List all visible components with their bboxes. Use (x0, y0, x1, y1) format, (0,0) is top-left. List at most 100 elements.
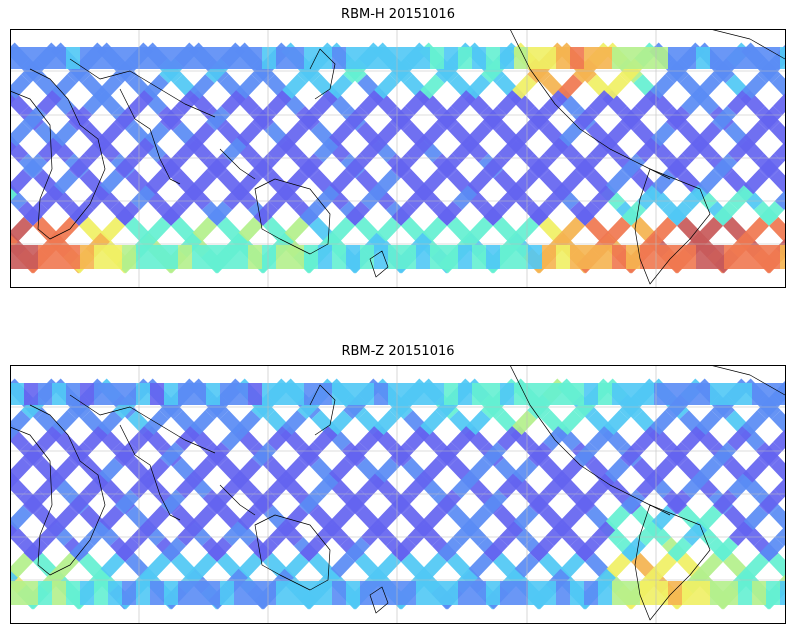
orbit-track-segment (774, 525, 786, 547)
polar-cell (500, 581, 514, 605)
orbit-track-segment (650, 74, 675, 100)
orbit-track-segment (267, 473, 293, 499)
orbit-track-segment (468, 216, 494, 242)
polar-cell (528, 581, 542, 605)
polar-cell (276, 245, 290, 269)
orbit-track-segment (619, 441, 645, 467)
polar-cell (430, 581, 444, 605)
orbit-track-segment (483, 201, 509, 226)
polar-cell (178, 245, 192, 269)
orbit-track-segment (190, 457, 216, 483)
orbit-track-segment (769, 505, 786, 531)
orbit-track-segment (770, 457, 786, 483)
orbit-track-segment (84, 185, 110, 211)
orbit-track-segment (492, 216, 518, 242)
orbit-track-segment (374, 457, 400, 483)
orbit-track-segment (159, 105, 185, 131)
orbit-track-segment (355, 505, 381, 531)
orbit-track-segment (83, 426, 108, 451)
orbit-track-segment (176, 185, 202, 211)
orbit-track-segment (37, 90, 62, 115)
polar-cell (640, 383, 654, 405)
polar-cell (514, 245, 528, 269)
polar-cell (724, 47, 738, 69)
orbit-track-segment (308, 216, 334, 242)
polar-cell (122, 47, 136, 69)
polar-cell (52, 47, 66, 69)
map-frame (10, 365, 786, 624)
orbit-track-segment (676, 216, 702, 242)
polar-cell (262, 383, 276, 405)
orbit-track-segment (175, 137, 201, 163)
orbit-track-segment (329, 505, 355, 531)
polar-coverage (10, 47, 786, 269)
polar-cell (346, 581, 360, 605)
polar-cell (94, 245, 108, 269)
polar-cell (276, 383, 290, 405)
orbit-track-segment (757, 105, 783, 131)
polar-cell (304, 245, 318, 269)
orbit-track-segment (205, 441, 231, 467)
orbit-track-segment (497, 426, 522, 451)
coastline-path (10, 404, 106, 576)
polar-cell (262, 245, 276, 269)
polar-cell (724, 245, 738, 269)
orbit-track-segment (405, 426, 430, 451)
orbit-track-segment (100, 552, 126, 578)
orbit-track-segment (144, 457, 170, 483)
polar-cell (682, 47, 696, 69)
polar-cell (332, 47, 346, 69)
orbit-track-segment (355, 169, 381, 195)
polar-cell (556, 383, 570, 405)
orbit-track-segment (125, 169, 151, 195)
orbit-track-segment (420, 121, 446, 147)
orbit-track-segment (99, 505, 125, 531)
polar-cell (248, 47, 262, 69)
polar-cell (430, 245, 444, 269)
orbit-track-segment (728, 185, 754, 211)
orbit-track-segment (771, 74, 786, 99)
polar-cell (780, 245, 786, 269)
orbit-track-segment (146, 552, 172, 578)
orbit-track-segment (493, 505, 519, 531)
polar-cell (346, 383, 360, 405)
orbit-track-segment (574, 153, 600, 179)
orbit-track-segment (391, 201, 417, 226)
orbit-track-segment (676, 552, 702, 578)
polar-cell (304, 47, 318, 69)
polar-cell (402, 47, 416, 69)
orbit-track-segment (451, 426, 476, 451)
orbit-track-segment (652, 216, 678, 242)
orbit-track-segment (145, 505, 171, 531)
polar-cell (486, 245, 500, 269)
orbit-track-segment (497, 137, 523, 163)
orbit-track-segment (236, 74, 261, 100)
graticule (10, 365, 786, 624)
polar-cell (472, 245, 486, 269)
orbit-track-segment (681, 90, 706, 115)
orbit-track-segment (308, 552, 334, 578)
polar-cell (52, 581, 66, 605)
orbit-track-segment (773, 476, 786, 499)
orbit-track-segment (711, 441, 737, 467)
orbit-track-segment (299, 201, 325, 226)
orbit-track-segment (405, 90, 430, 115)
orbit-track-segment (498, 521, 524, 547)
orbit-track-segment (742, 457, 768, 483)
orbit-track-segment (482, 489, 508, 515)
orbit-track-segment (696, 457, 722, 483)
orbit-track-segment (54, 216, 80, 242)
orbit-track-segment (115, 537, 141, 562)
orbit-track-segment (130, 185, 156, 211)
orbit-track-segment (37, 473, 63, 499)
orbit-track-segment (697, 169, 723, 195)
orbit-track-segment (283, 505, 309, 531)
polar-cell (584, 245, 598, 269)
orbit-track-segment (667, 537, 693, 562)
orbit-track-segment (83, 137, 109, 163)
polar-cell (500, 245, 514, 269)
orbit-track-segment (144, 121, 170, 147)
orbit-track-segment (171, 505, 197, 531)
orbit-track-segment (328, 410, 353, 436)
polar-cell (94, 581, 108, 605)
